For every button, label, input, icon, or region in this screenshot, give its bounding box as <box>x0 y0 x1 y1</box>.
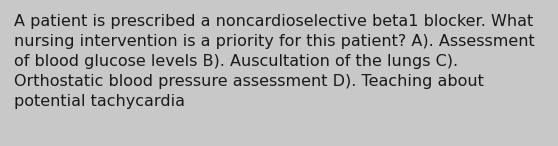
Text: A patient is prescribed a noncardioselective beta1 blocker. What
nursing interve: A patient is prescribed a noncardioselec… <box>14 14 535 109</box>
